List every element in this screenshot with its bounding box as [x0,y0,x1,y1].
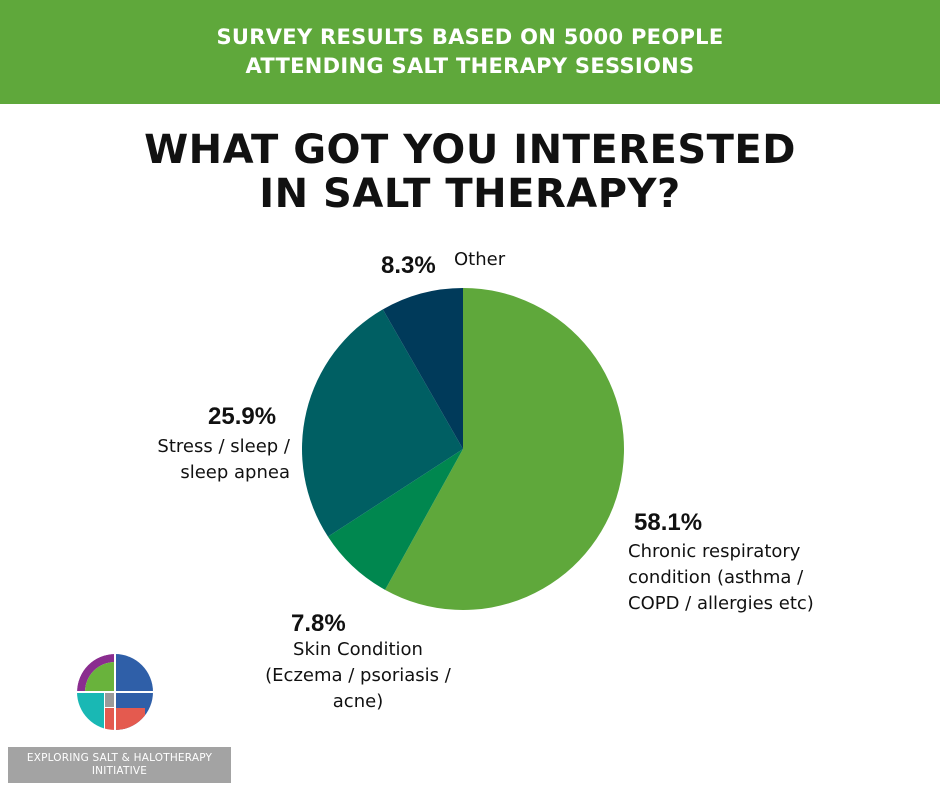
pie-slice-other [382,288,463,449]
org-name-plate: EXPLORING SALT & HALOTHERAPY INITIATIVE [8,747,231,783]
slice-percent-stress: 25.9% [208,403,277,430]
slice-desc-skin-line-1: Skin Condition [293,639,423,660]
slice-percent-respiratory: 58.1% [634,509,703,536]
chart-title-line-2: IN SALT THERAPY? [259,171,681,217]
slice-label-respiratory: 58.1% [634,509,702,537]
slice-desc-respiratory-line-3: COPD / allergies etc) [628,593,814,614]
header-line-2: ATTENDING SALT THERAPY SESSIONS [245,54,695,78]
slice-desc-skin-line-2: (Eczema / psoriasis / [265,665,451,686]
slice-desc-skin-line-3: acne) [332,691,384,712]
salt-initiative-logo-icon [70,652,160,732]
pie-slice-stress [302,309,463,537]
org-name-line-1: EXPLORING SALT & HALOTHERAPY [26,752,213,764]
slice-desc-skin: Skin Condition (Eczema / psoriasis / acn… [248,637,468,715]
slice-percent-other: 8.3% [381,252,436,279]
pie-slice-skin [327,449,463,590]
slice-desc-stress-line-1: Stress / sleep / [157,436,290,457]
slice-desc-respiratory-line-1: Chronic respiratory [628,541,801,562]
pie-slice-respiratory [385,288,624,610]
chart-title-line-1: WHAT GOT YOU INTERESTED [144,127,796,173]
slice-desc-stress-line-2: sleep apnea [180,462,290,483]
chart-title: WHAT GOT YOU INTERESTED IN SALT THERAPY? [0,128,940,216]
slice-percent-skin: 7.8% [291,610,346,637]
slice-desc-other: Other [454,247,505,273]
org-name-line-2: INITIATIVE [91,765,148,777]
slice-label-stress: 25.9% [208,403,276,431]
slice-label-skin: 7.8% [291,610,346,638]
slice-desc-stress: Stress / sleep / sleep apnea [140,434,290,486]
slice-desc-other-line-1: Other [454,249,506,270]
slice-desc-respiratory-line-2: condition (asthma / [628,567,804,588]
slice-label-other: 8.3% [381,252,436,280]
header-banner: SURVEY RESULTS BASED ON 5000 PEOPLE ATTE… [0,0,940,104]
header-line-1: SURVEY RESULTS BASED ON 5000 PEOPLE [216,25,724,49]
slice-desc-respiratory: Chronic respiratory condition (asthma / … [628,539,814,617]
